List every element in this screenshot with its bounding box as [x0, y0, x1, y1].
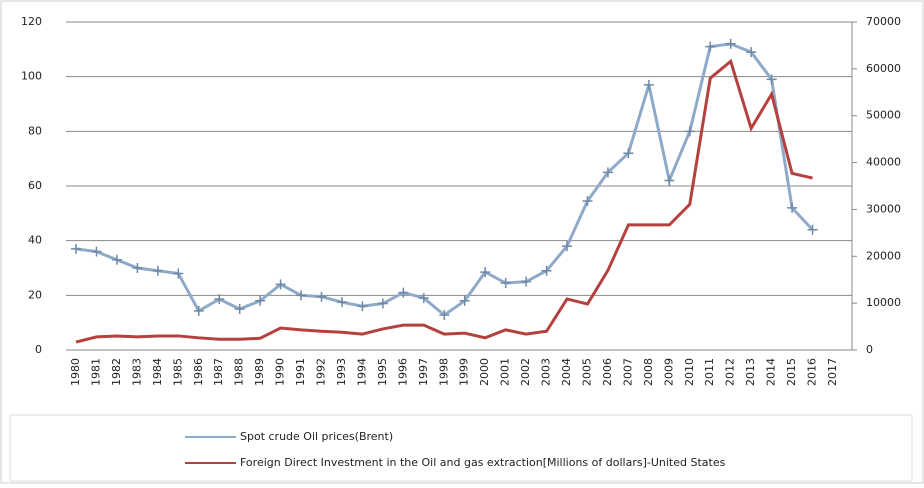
marker — [684, 126, 695, 137]
x-tick-label: 1990 — [274, 358, 287, 386]
marker — [234, 304, 245, 314]
x-tick-label: 1992 — [315, 358, 328, 386]
x-tick-label: 2001 — [499, 358, 512, 386]
marker — [132, 263, 143, 273]
marker — [562, 241, 573, 252]
marker — [664, 175, 675, 186]
y2-tick-label: 10000 — [866, 296, 901, 309]
x-tick-label: 1981 — [89, 358, 102, 386]
y2-tick-label: 50000 — [866, 109, 901, 122]
marker — [316, 291, 327, 302]
series-line — [75, 58, 813, 344]
y2-tick-label: 70000 — [866, 15, 901, 28]
marker — [71, 243, 81, 254]
marker — [500, 278, 511, 289]
x-tick-label: 2015 — [785, 358, 798, 386]
x-tick-label: 2013 — [744, 358, 757, 386]
marker — [480, 267, 491, 278]
marker — [602, 167, 613, 178]
x-tick-label: 1983 — [130, 358, 143, 386]
marker — [439, 310, 450, 321]
x-tick-label: 2007 — [621, 358, 634, 386]
x-tick-label: 2005 — [580, 358, 593, 386]
x-tick-label: 2004 — [560, 358, 573, 386]
y-tick-label: 60 — [28, 179, 42, 192]
marker — [193, 305, 204, 316]
y-tick-label: 40 — [28, 234, 42, 247]
marker — [521, 276, 532, 287]
legend-box — [9, 414, 913, 482]
marker — [296, 290, 307, 301]
y-tick-label: 120 — [21, 15, 42, 28]
x-tick-label: 1980 — [69, 358, 82, 386]
marker — [357, 301, 368, 312]
x-tick-label: 1991 — [294, 358, 307, 386]
x-tick-label: 2008 — [642, 358, 655, 386]
x-tick-label: 1987 — [212, 358, 225, 386]
y2-tick-label: 20000 — [866, 249, 901, 262]
x-tick-label: 2010 — [683, 358, 696, 386]
marker — [459, 295, 470, 306]
marker — [725, 38, 736, 49]
y-tick-label: 80 — [28, 124, 42, 137]
y2-tick-label: 0 — [866, 343, 873, 356]
x-tick-label: 2011 — [703, 358, 716, 386]
y2-tick-label: 60000 — [866, 62, 901, 75]
marker — [746, 47, 757, 58]
marker — [643, 79, 654, 90]
marker — [418, 293, 429, 304]
y2-tick-label: 30000 — [866, 202, 901, 215]
x-tick-label: 2006 — [601, 358, 614, 386]
x-tick-label: 1998 — [437, 358, 450, 386]
x-tick-label: 1995 — [376, 358, 389, 386]
y-tick-label: 0 — [35, 343, 42, 356]
x-tick-label: 2003 — [540, 358, 553, 386]
x-tick-label: 1985 — [171, 358, 184, 386]
marker — [541, 265, 552, 276]
marker — [336, 297, 347, 308]
marker — [173, 268, 184, 279]
x-tick-label: 1997 — [417, 358, 430, 386]
marker — [807, 224, 818, 235]
x-tick-label: 1988 — [233, 358, 246, 386]
marker — [275, 279, 286, 290]
marker — [91, 246, 102, 257]
marker — [705, 41, 716, 52]
marker — [398, 287, 409, 298]
legend-label: Spot crude Oil prices(Brent) — [240, 430, 393, 443]
marker — [623, 148, 634, 159]
x-tick-label: 1986 — [192, 358, 205, 386]
y-tick-label: 20 — [28, 288, 42, 301]
marker — [152, 265, 163, 276]
marker — [766, 74, 777, 85]
x-tick-label: 2012 — [724, 358, 737, 386]
x-tick-label: 1993 — [335, 358, 348, 386]
x-tick-label: 1999 — [458, 358, 471, 386]
x-tick-label: 2000 — [478, 358, 491, 386]
marker — [214, 294, 225, 305]
x-tick-label: 2017 — [826, 358, 839, 386]
x-tick-label: 1989 — [253, 358, 266, 386]
marker — [111, 254, 122, 265]
legend-label: Foreign Direct Investment in the Oil and… — [240, 456, 726, 469]
x-tick-label: 1996 — [396, 358, 409, 386]
marker — [787, 202, 798, 213]
y-tick-label: 100 — [21, 70, 42, 83]
x-tick-label: 1994 — [355, 358, 368, 386]
marker — [255, 295, 266, 306]
x-tick-label: 2016 — [806, 358, 819, 386]
marker — [582, 196, 593, 207]
x-tick-label: 1984 — [151, 358, 164, 386]
x-tick-label: 2014 — [765, 358, 778, 386]
x-tick-label: 1982 — [110, 358, 123, 386]
marker — [377, 298, 388, 309]
x-tick-label: 2009 — [662, 358, 675, 386]
y2-tick-label: 40000 — [866, 156, 901, 169]
x-tick-label: 2002 — [519, 358, 532, 386]
